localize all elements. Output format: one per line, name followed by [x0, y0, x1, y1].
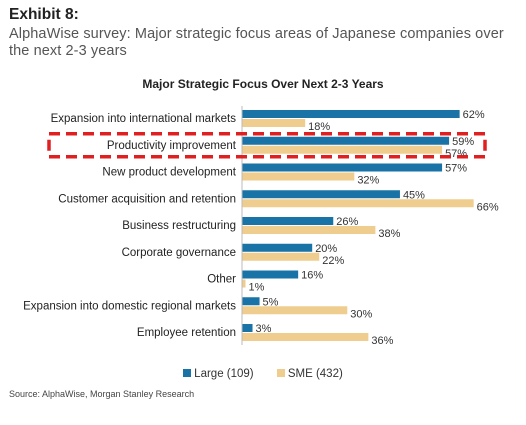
- category-label: Expansion into domestic regional markets: [23, 300, 236, 312]
- bar-large: [242, 136, 450, 145]
- category-label: Other: [207, 274, 236, 286]
- legend-item-sme: SME (432): [276, 368, 343, 380]
- category-label: Business restructuring: [122, 220, 236, 232]
- category-label: Customer acquisition and retention: [58, 193, 236, 205]
- bar-large: [242, 324, 253, 332]
- data-label-sme: 66%: [477, 201, 499, 213]
- bar-sme: [242, 306, 348, 315]
- data-label-sme: 18%: [308, 121, 330, 133]
- category-label: Corporate governance: [122, 247, 236, 259]
- bar-sme: [242, 172, 355, 181]
- category-label: Expansion into international markets: [51, 113, 237, 125]
- bar-sme: [242, 145, 443, 154]
- exhibit-label: Exhibit 8:: [9, 6, 79, 23]
- bar-large: [242, 243, 313, 252]
- category-label: Employee retention: [137, 327, 236, 339]
- bar-sme: [242, 333, 369, 341]
- bar-sme: [242, 226, 376, 234]
- legend-label-large: Large (109): [194, 368, 254, 380]
- data-label-large: 57%: [445, 163, 467, 175]
- legend-swatch-sme: [276, 368, 285, 377]
- data-label-large: 3%: [256, 323, 272, 335]
- bar-chart: Expansion into international markets 62% 1…: [23, 106, 499, 347]
- bar-large: [242, 217, 334, 225]
- data-label-sme: 30%: [350, 308, 372, 320]
- category-label: New product development: [102, 167, 236, 179]
- data-label-large: 5%: [263, 296, 279, 308]
- legend-swatch-large: [183, 368, 192, 377]
- source-note: Source: AlphaWise, Morgan Stanley Resear…: [9, 389, 195, 399]
- data-label-sme: 32%: [357, 175, 379, 187]
- data-label-large: 16%: [301, 270, 323, 282]
- bar-large: [242, 190, 400, 199]
- bar-large: [242, 297, 260, 306]
- data-label-sme: 36%: [371, 335, 393, 347]
- bar-large: [242, 110, 460, 118]
- bar-sme: [242, 252, 320, 261]
- chart-subtitle: AlphaWise survey: Major strategic focus …: [9, 26, 504, 59]
- data-label-large: 59%: [452, 136, 474, 148]
- data-label-large: 62%: [463, 109, 485, 121]
- bar-sme: [242, 199, 474, 208]
- data-label-large: 26%: [336, 216, 358, 228]
- bar-large: [242, 163, 443, 172]
- data-label-sme: 1%: [249, 282, 265, 294]
- bar-sme: [242, 279, 246, 288]
- bar-sme: [242, 119, 306, 127]
- bar-large: [242, 270, 299, 279]
- legend-item-large: Large (109): [183, 368, 254, 380]
- legend-label-sme: SME (432): [287, 368, 343, 380]
- category-label: Productivity improvement: [107, 140, 237, 152]
- data-label-sme: 22%: [322, 255, 344, 267]
- data-label-large: 45%: [403, 189, 425, 201]
- legend: Large (109) SME (432): [0, 368, 526, 380]
- chart-title: Major Strategic Focus Over Next 2-3 Year…: [142, 77, 384, 91]
- data-label-sme: 38%: [378, 228, 400, 240]
- highlight-box: [47, 132, 487, 159]
- data-label-large: 20%: [315, 243, 337, 255]
